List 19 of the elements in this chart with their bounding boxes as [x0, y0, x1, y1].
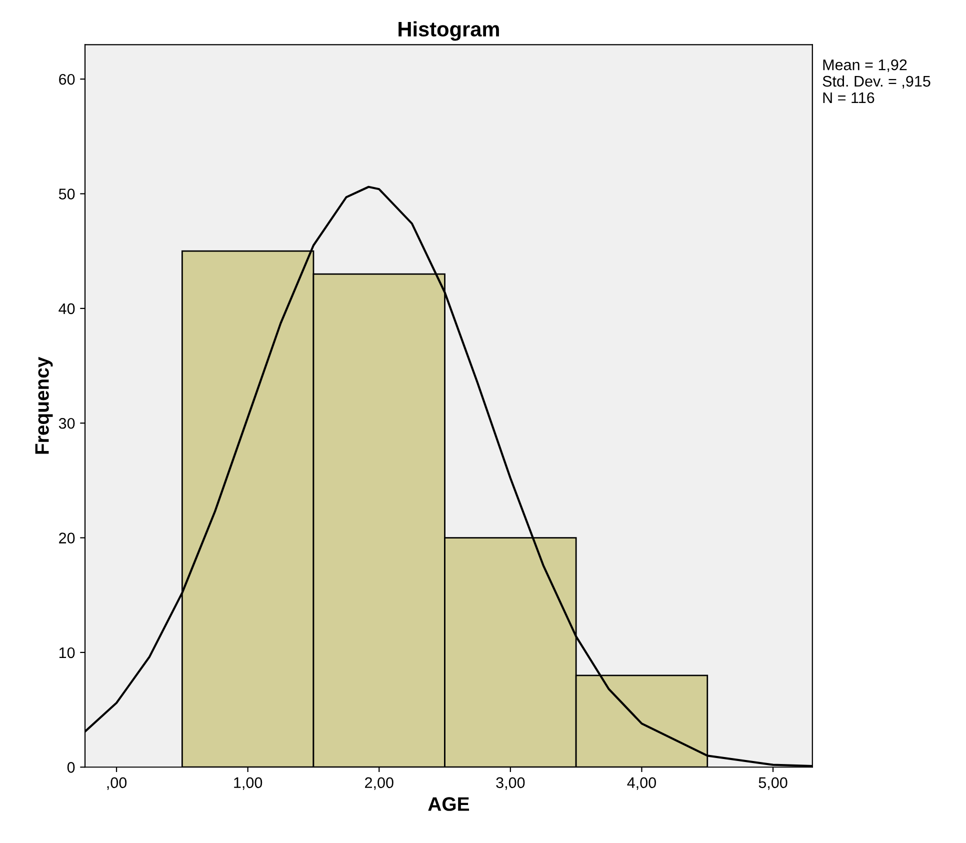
y-tick-label: 60 [59, 74, 75, 85]
x-tick-label: 5,00 [758, 777, 788, 790]
chart-title: Histogram [398, 21, 499, 41]
text: Mean = 1,92 [823, 59, 907, 72]
y-tick-label: 0 [67, 762, 75, 773]
y-tick-label: 30 [58, 418, 75, 429]
y-axis-title: Frequency [35, 356, 53, 454]
x-axis-title: AGE [428, 797, 470, 811]
x-tick-label: 2,00 [365, 777, 394, 790]
x-tick-label: 4,00 [627, 777, 656, 790]
text: Std. Dev. = ,915 [822, 75, 930, 88]
x-tick-label: ,00 [107, 777, 127, 790]
y-tick-label: 50 [58, 188, 75, 200]
y-tick-label: 40 [58, 303, 75, 314]
y-tick-label: 20 [59, 532, 75, 544]
x-tick-label: 3,00 [496, 777, 525, 790]
text: N = 116 [823, 92, 874, 104]
y-tick-label: 10 [59, 647, 75, 658]
x-tick-label: 1,00 [234, 777, 262, 790]
